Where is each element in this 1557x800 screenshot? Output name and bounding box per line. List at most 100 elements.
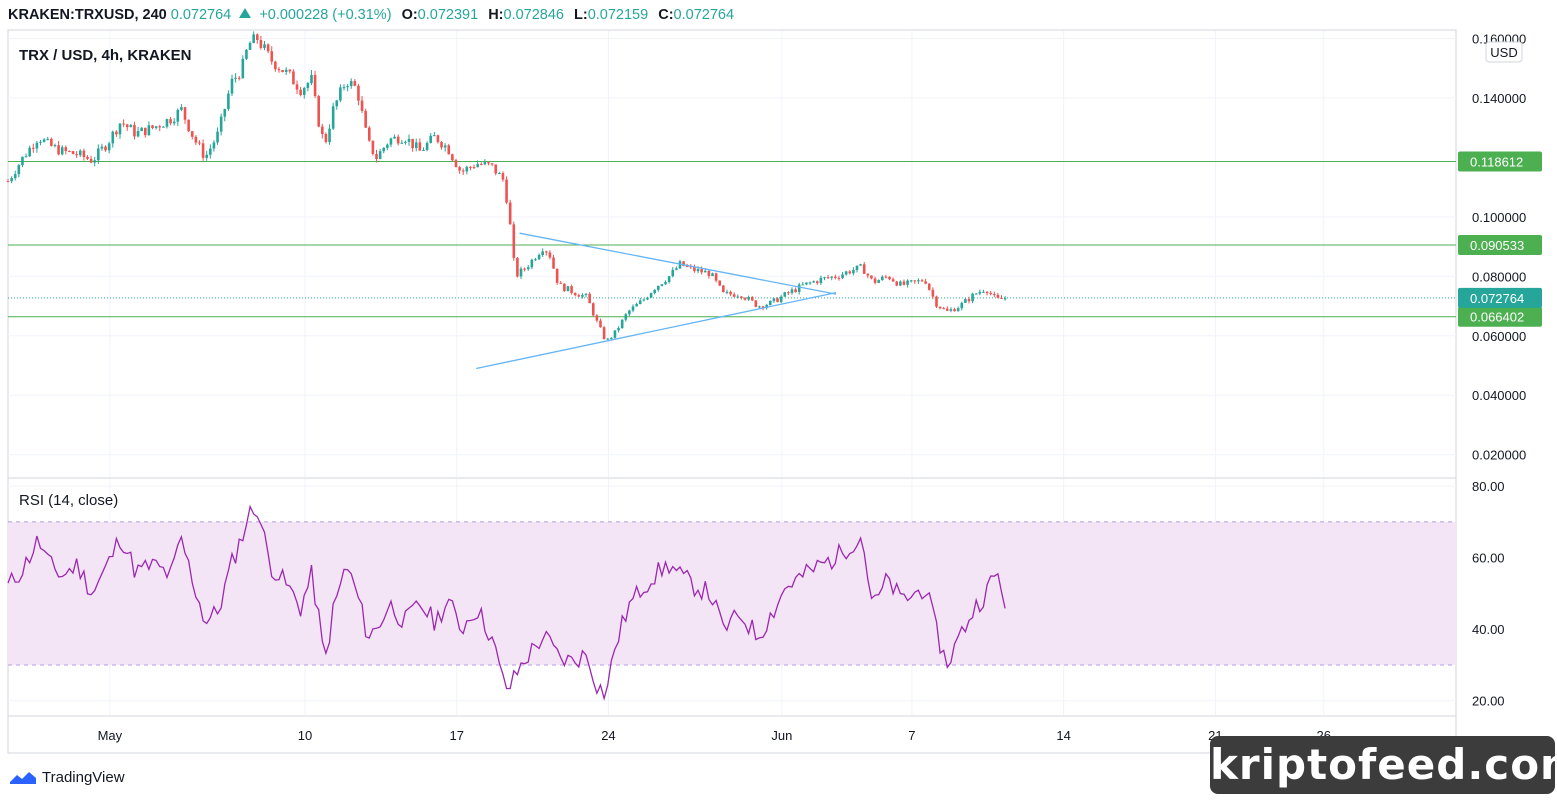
- candle-body: [602, 327, 606, 339]
- candle-body: [443, 145, 447, 148]
- rsi-axis[interactable]: 80.00 60.00 40.00 20.00: [1472, 479, 1505, 709]
- candle-body: [946, 308, 949, 311]
- rsi-line: [7, 504, 1006, 701]
- candle-body: [584, 293, 588, 295]
- candle-body: [479, 164, 483, 166]
- candle-body: [248, 42, 252, 50]
- candle-body: [292, 71, 295, 85]
- candle-body: [772, 298, 776, 301]
- close-value: 0.072764: [673, 7, 735, 23]
- horizontal-levels[interactable]: [8, 160, 1456, 318]
- candle-body: [653, 289, 656, 294]
- candle-body: [21, 156, 24, 166]
- candle-body: [964, 299, 967, 303]
- rsi-band: [8, 521, 1456, 665]
- candle-body: [797, 284, 801, 293]
- currency-badge[interactable]: [1485, 41, 1523, 63]
- candle-body: [588, 293, 591, 304]
- candle-body: [545, 251, 548, 253]
- chart-title: TRX / USD, 4h, KRAKEN: [19, 47, 192, 64]
- candle-body: [60, 147, 64, 155]
- candle-body: [722, 285, 725, 293]
- candle-body: [703, 270, 707, 273]
- price-axis[interactable]: 0.1600000.1400000.1000000.0800000.060000…: [1472, 31, 1526, 462]
- up-arrow-icon: [239, 8, 252, 18]
- candle-body: [526, 267, 530, 270]
- candle-body: [917, 280, 920, 282]
- candle-body: [458, 167, 461, 171]
- time-axis[interactable]: May101724Jun7142126: [98, 728, 1331, 743]
- price-tag-label: 0.066402: [1470, 310, 1524, 325]
- price-tag: [1458, 306, 1542, 327]
- candle-body: [86, 156, 89, 159]
- candle-body: [6, 181, 10, 183]
- tradingview-branding[interactable]: TradingView: [8, 766, 125, 788]
- candle-body: [180, 107, 183, 110]
- candle-body: [628, 310, 631, 315]
- rsi-tick-label: 20.00: [1472, 694, 1505, 709]
- time-tick-label: May: [98, 728, 123, 743]
- candle-body: [696, 269, 700, 272]
- candle-body: [313, 75, 317, 97]
- candle-body: [870, 275, 873, 279]
- candle-body: [667, 276, 671, 282]
- candle-body: [190, 131, 194, 137]
- candle-body: [306, 83, 310, 88]
- rsi-tick-label: 60.00: [1472, 551, 1505, 566]
- candle-body: [277, 69, 281, 71]
- candle-body: [194, 136, 198, 143]
- candle-body: [750, 297, 754, 301]
- candle-body: [776, 298, 779, 303]
- candle-body: [17, 165, 21, 175]
- candle-body: [172, 121, 176, 124]
- candle-body: [125, 124, 129, 128]
- candle-body: [433, 135, 436, 137]
- candle-body: [498, 173, 501, 175]
- candle-body: [349, 81, 353, 87]
- price-tick-label: 0.080000: [1472, 269, 1526, 284]
- candle-body: [519, 268, 523, 277]
- candle-body: [187, 119, 190, 132]
- triangle-trendlines[interactable]: [476, 232, 837, 370]
- candle-body: [46, 138, 50, 140]
- open-value: 0.072391: [417, 7, 479, 23]
- candle-body: [97, 148, 100, 161]
- candle-body: [902, 281, 906, 285]
- candle-body: [909, 280, 913, 282]
- rsi-tick-label: 80.00: [1472, 479, 1505, 494]
- candle-body: [393, 136, 396, 139]
- candle-body: [281, 70, 284, 73]
- candle-body: [754, 300, 758, 307]
- candle-body: [169, 119, 172, 124]
- candle-body: [942, 308, 946, 310]
- candle-body: [339, 87, 342, 101]
- candle-body: [104, 146, 107, 151]
- time-tick-label: 17: [449, 728, 463, 743]
- candle-body: [884, 276, 888, 278]
- candle-body: [938, 306, 942, 309]
- candle-body: [978, 291, 982, 294]
- candle-body: [353, 81, 357, 86]
- candle-body: [317, 96, 320, 127]
- candle-body: [815, 281, 819, 284]
- candle-body: [375, 153, 378, 160]
- candle-body: [42, 139, 46, 142]
- high-value: 0.072846: [503, 7, 564, 23]
- candle-body: [259, 40, 263, 48]
- candle-body: [321, 126, 324, 135]
- low-value: 0.072159: [587, 7, 649, 23]
- symbol-label: KRAKEN:TRXUSD, 240: [8, 7, 167, 23]
- candle-body: [656, 285, 660, 290]
- candle-body: [122, 123, 125, 125]
- candle-body: [620, 319, 624, 329]
- candle-body: [136, 131, 140, 137]
- candle-body: [530, 259, 534, 268]
- candle-body: [783, 292, 787, 297]
- candle-body: [465, 167, 469, 172]
- candle-body: [855, 265, 859, 270]
- candle-body: [805, 282, 808, 285]
- candle-body: [971, 293, 974, 302]
- candle-body: [400, 142, 404, 144]
- price-tick-label: 0.100000: [1472, 210, 1526, 225]
